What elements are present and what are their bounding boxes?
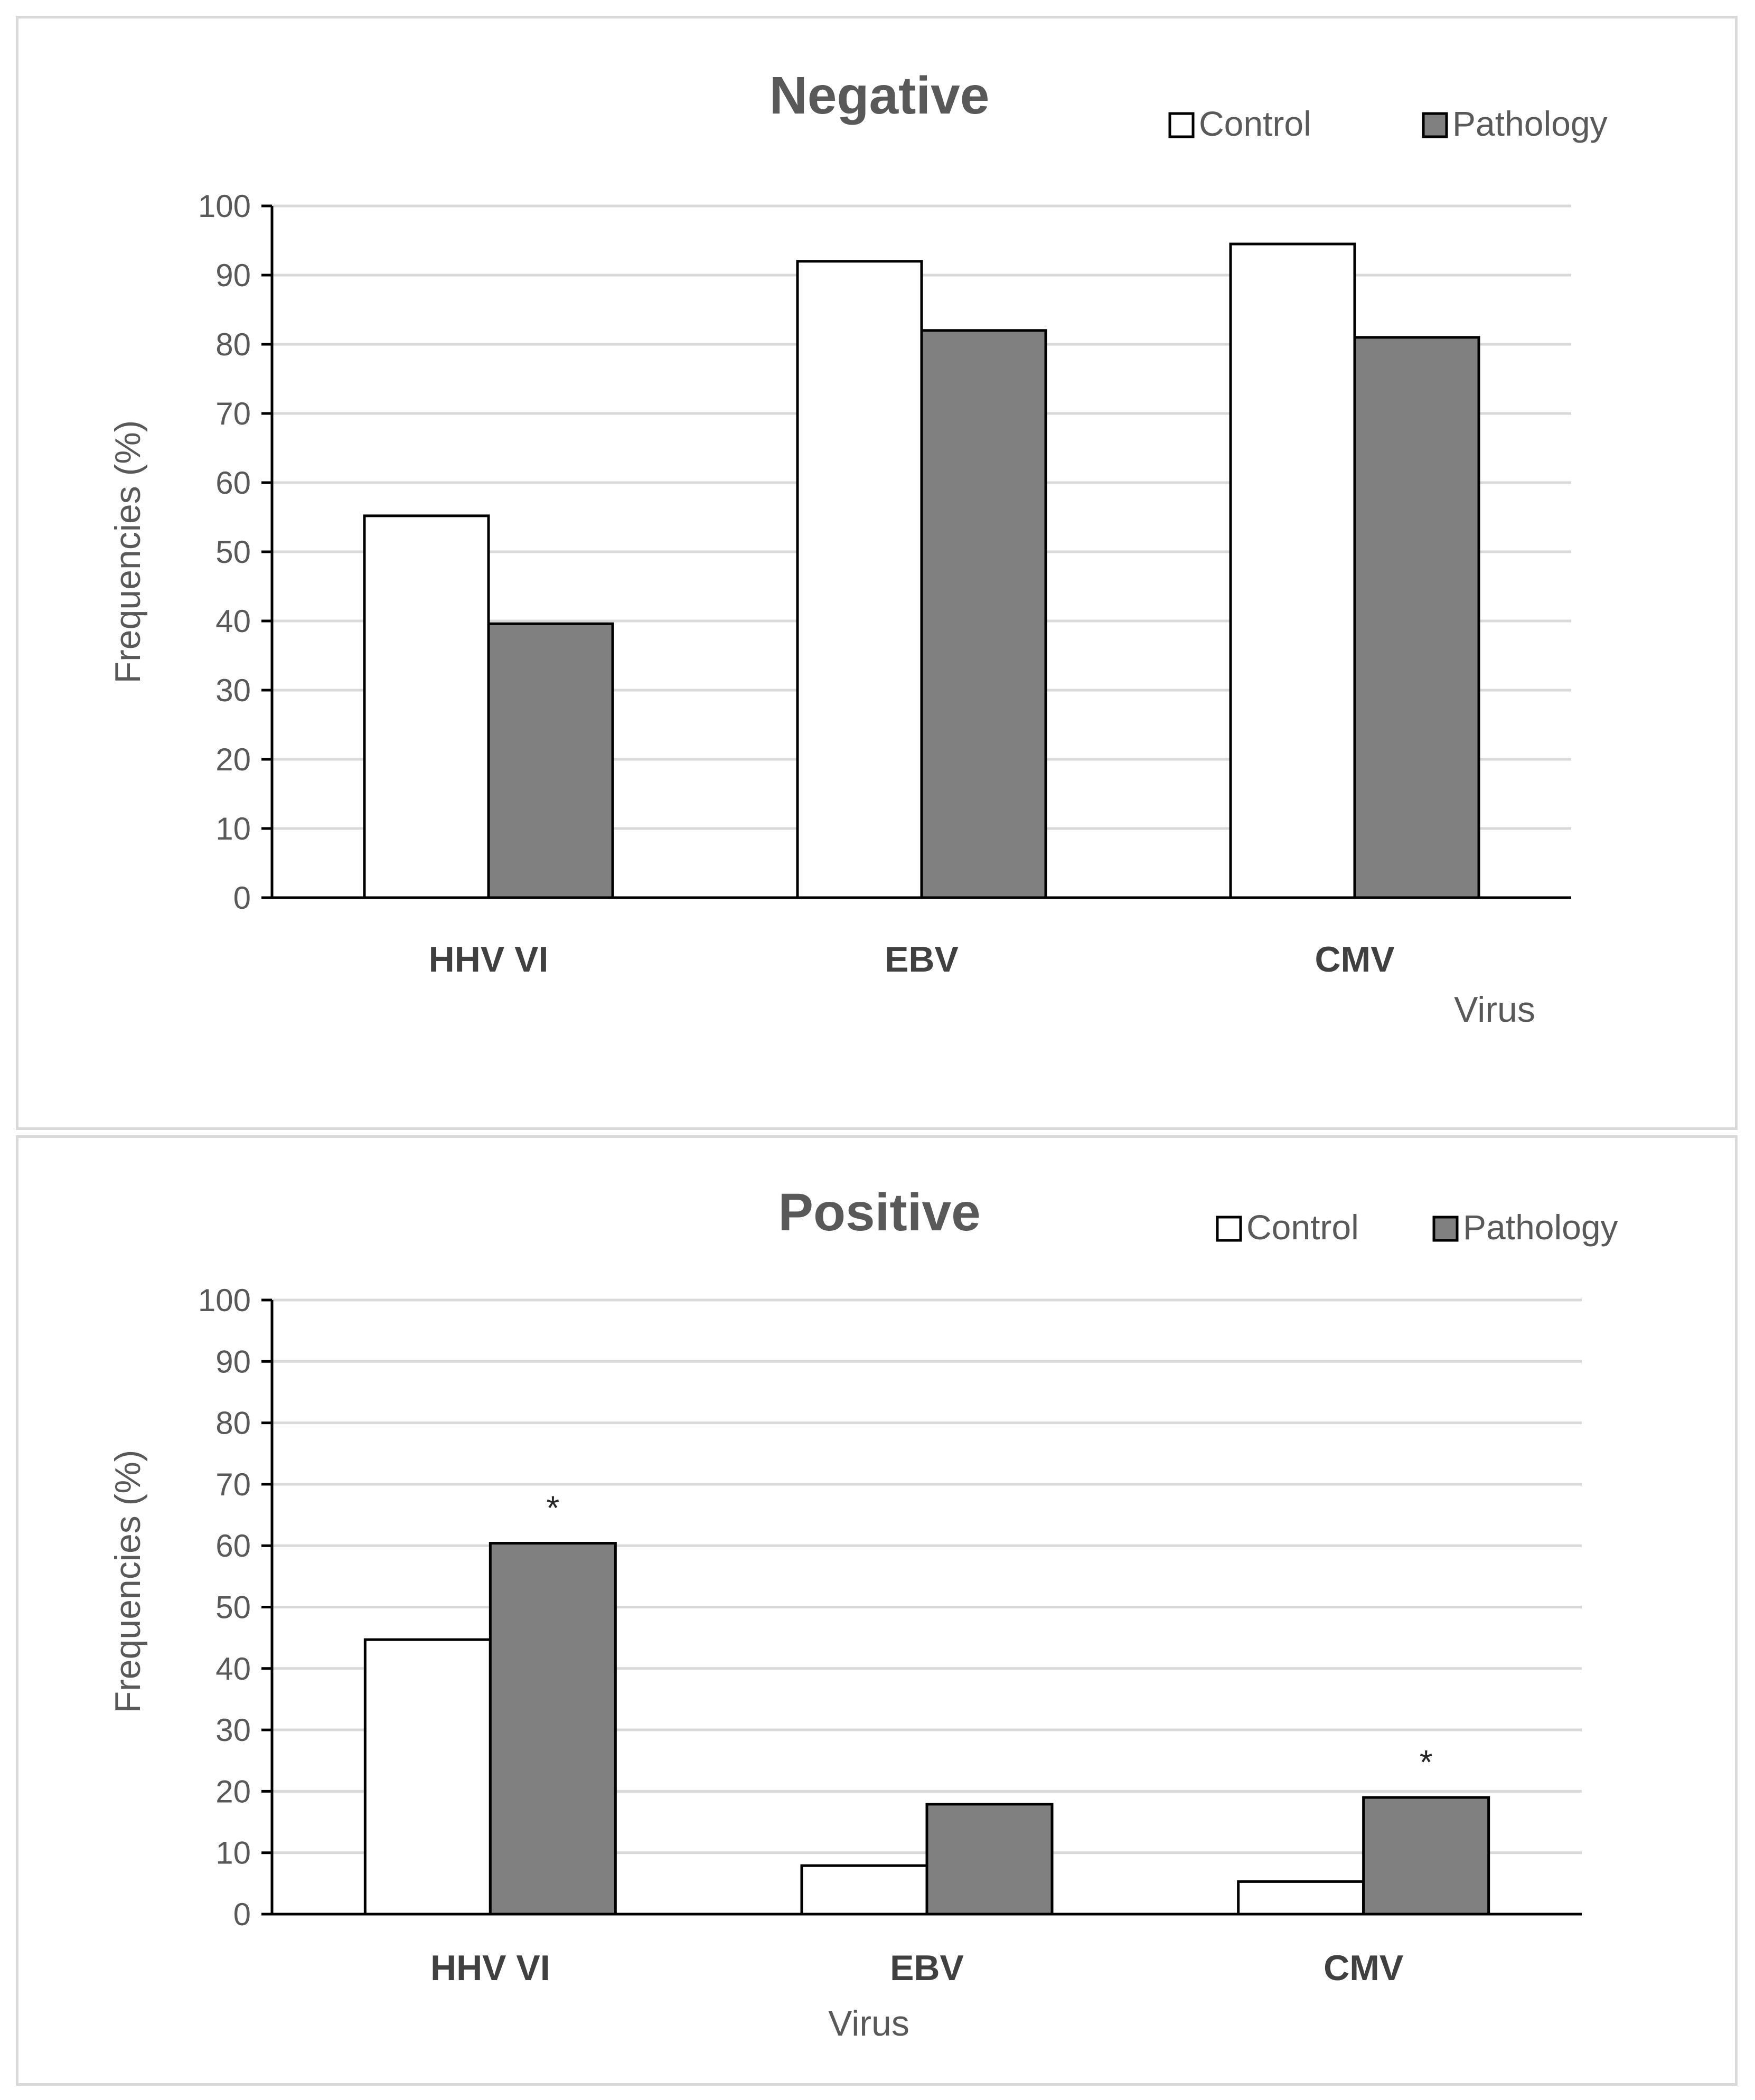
negative-chart: Negative 0 10 20 30 40 50 60 70 80 90 100 HHV VI EB… [108,66,1608,1030]
y-tick-label: 80 [215,327,251,362]
chart-title: Negative [769,66,990,125]
bar-control-cmv [1237,1880,1365,1916]
annotations: ** [546,1489,1432,1781]
legend-label-pathology: Pathology [1452,104,1608,143]
legend-swatch-control [1216,1216,1242,1242]
y-tick-label: 70 [215,1467,251,1502]
legend: Control Pathology [1168,104,1608,143]
y-tick-label: 0 [233,1897,251,1932]
x-category-label: EBV [890,1948,964,1988]
legend-label-pathology: Pathology [1463,1208,1618,1247]
bar-control-ebv [796,260,923,899]
y-tick-label: 90 [215,258,251,293]
y-tick-label: 90 [215,1344,251,1379]
bar-pathology-hhv-vi [487,622,614,899]
y-tick-label: 100 [198,189,251,224]
legend-swatch-control [1168,112,1195,138]
bar-control-hhv-vi [363,514,490,899]
y-tick-label: 10 [215,811,251,846]
x-category-labels: HHV VI EBV CMV [430,1948,1403,1988]
bar-pathology-ebv [920,329,1047,899]
x-category-label: EBV [885,939,959,980]
x-category-label: HHV VI [430,1948,550,1988]
y-tick-label: 50 [215,534,251,570]
bar-pathology-hhv-vi [489,1542,617,1916]
negative-chart-panel: Negative 0 10 20 30 40 50 60 70 80 90 100 HHV VI EB… [16,16,1738,1130]
bar-pathology-cmv [1353,336,1480,899]
legend-swatch-pathology [1422,112,1448,138]
legend: Control Pathology [1216,1208,1618,1247]
positive-chart-panel: Positive 0 10 20 30 40 50 60 70 80 90 100 HHV VI EB… [16,1135,1738,2086]
y-tick-label: 30 [215,673,251,708]
y-tick-label: 80 [215,1406,251,1441]
positive-chart: Positive 0 10 20 30 40 50 60 70 80 90 100 HHV VI EB… [108,1183,1618,2044]
x-axis-label: Virus [828,2003,909,2044]
x-category-label: CMV [1315,939,1394,980]
y-tick-labels: 0 10 20 30 40 50 60 70 80 90 100 [198,1283,272,1932]
bar-control-ebv [800,1864,928,1916]
x-category-label: HHV VI [429,939,549,980]
y-tick-label: 60 [215,465,251,501]
x-category-label: CMV [1324,1948,1403,1988]
y-tick-label: 70 [215,396,251,431]
legend-swatch-pathology [1432,1216,1459,1242]
legend-label-control: Control [1199,104,1311,143]
bar-pathology-ebv [925,1803,1054,1916]
y-tick-label: 30 [215,1712,251,1748]
x-category-labels: HHV VI EBV CMV [429,939,1395,980]
y-tick-label: 60 [215,1528,251,1564]
bar-control-cmv [1229,242,1356,899]
bars [363,242,1480,899]
bars [363,1542,1490,1916]
chart-title: Positive [778,1183,981,1242]
y-tick-labels: 0 10 20 30 40 50 60 70 80 90 100 [198,189,272,916]
y-axis-label: Frequencies (%) [108,1450,148,1713]
y-tick-label: 20 [215,742,251,777]
y-tick-label: 100 [198,1283,251,1318]
y-tick-label: 20 [215,1774,251,1809]
y-tick-label: 50 [215,1590,251,1625]
legend-label-control: Control [1246,1208,1359,1247]
bar-pathology-cmv [1362,1796,1490,1916]
significance-marker: * [1420,1743,1433,1781]
y-axis-label: Frequencies (%) [108,420,148,684]
y-tick-label: 10 [215,1835,251,1871]
bar-control-hhv-vi [363,1638,492,1916]
x-axis-label: Virus [1454,990,1535,1030]
y-tick-label: 40 [215,1651,251,1687]
y-tick-label: 0 [233,880,251,916]
y-tick-label: 40 [215,604,251,639]
significance-marker: * [546,1489,559,1527]
